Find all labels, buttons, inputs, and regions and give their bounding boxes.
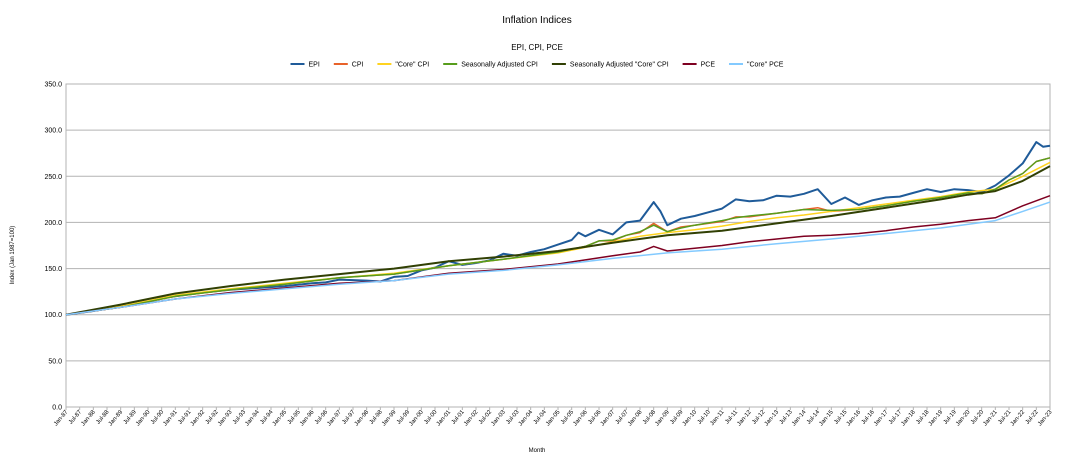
x-tick-label: Jan-02 [463,409,480,427]
chart-title: Inflation Indices [502,15,572,26]
x-tick-label: Jan-13 [764,409,781,427]
y-tick-label: 200.0 [44,220,62,227]
x-tick-label: Jan-96 [299,409,316,427]
legend-label: "Core" PCE [747,62,784,69]
x-tick-label: Jan-03 [490,409,507,427]
series-line [65,201,1051,316]
x-tick-label: Jan-16 [846,409,863,427]
legend-item: CPI [333,62,364,69]
x-tick-label: Jan-19 [928,409,945,427]
x-tick-label: Jan-88 [80,409,97,427]
legend-label: EPI [309,62,320,69]
x-tick-label: Jan-20 [955,409,972,427]
x-axis-ticks: Jan-87Jul-87Jan-88Jul-88Jan-89Jul-89Jan-… [53,407,1054,427]
x-tick-label: Jan-18 [900,409,917,427]
series-line [65,165,1051,316]
x-tick-label: Jan-91 [162,409,179,427]
legend-item: PCE [682,62,716,69]
gridlines [66,83,1050,408]
x-tick-label: Jan-00 [408,409,425,427]
x-tick-label: Jan-21 [982,409,999,427]
y-tick-label: 300.0 [44,128,62,135]
series-line [65,157,1051,316]
x-tick-label: Jan-04 [518,409,535,427]
legend-item: "Core" PCE [729,62,784,69]
x-tick-label: Jan-22 [1010,409,1027,427]
x-axis-label: Month [529,448,546,454]
legend-item: Seasonally Adjusted "Core" CPI [551,62,669,69]
legend-item: Seasonally Adjusted CPI [443,62,538,69]
series-line [65,194,1051,316]
y-tick-label: 250.0 [44,174,62,181]
legend-label: Seasonally Adjusted CPI [461,62,538,69]
y-tick-label: 100.0 [44,312,62,319]
chart-subtitle: EPI, CPI, PCE [511,43,563,52]
y-tick-label: 150.0 [44,266,62,273]
y-axis-ticks: 0.0 50.0 100.0 150.0 200.0 250.0 300.0 350.0 [44,82,62,412]
y-tick-label: 50.0 [48,358,62,365]
y-axis-label: Index (Jan 1987=100) [10,226,16,285]
x-tick-label: Jan-90 [135,409,152,427]
legend-label: Seasonally Adjusted "Core" CPI [570,62,669,69]
series-lines [65,141,1051,316]
x-tick-label: Jan-10 [682,409,699,427]
legend-label: "Core" CPI [395,62,429,69]
x-tick-label: Jan-99 [381,409,398,427]
legend-label: CPI [352,62,364,69]
y-tick-label: 0.0 [52,405,62,412]
x-tick-label: Jan-01 [436,409,453,427]
legend-item: "Core" CPI [377,62,429,69]
x-tick-label: Jan-92 [190,409,207,427]
x-tick-label: Jan-12 [736,409,753,427]
x-tick-label: Jan-14 [791,409,808,427]
legend-item: EPI [290,62,320,69]
chart-legend: EPI CPI "Core" CPI Seasonally Adjusted CPI S… [290,62,784,69]
x-tick-label: Jan-15 [818,409,835,427]
x-tick-label: Jan-17 [873,409,890,427]
x-tick-label: Jan-87 [53,409,70,427]
x-tick-label: Jan-97 [326,409,343,427]
x-tick-label: Jan-05 [545,409,562,427]
x-tick-label: Jan-95 [272,409,289,427]
x-tick-label: Jan-93 [217,409,234,427]
y-tick-label: 350.0 [44,82,62,89]
series-line [65,141,1051,316]
x-tick-label: Jan-08 [627,409,644,427]
x-tick-label: Jan-11 [709,409,726,427]
x-tick-label: Jan-23 [1037,409,1054,427]
legend-label: PCE [701,62,716,69]
x-tick-label: Jan-07 [600,409,617,427]
x-tick-label: Jan-89 [108,409,125,427]
x-tick-label: Jan-06 [572,409,589,427]
x-tick-label: Jan-98 [354,409,371,427]
x-tick-label: Jan-09 [654,409,671,427]
x-tick-label: Jan-94 [244,409,261,427]
